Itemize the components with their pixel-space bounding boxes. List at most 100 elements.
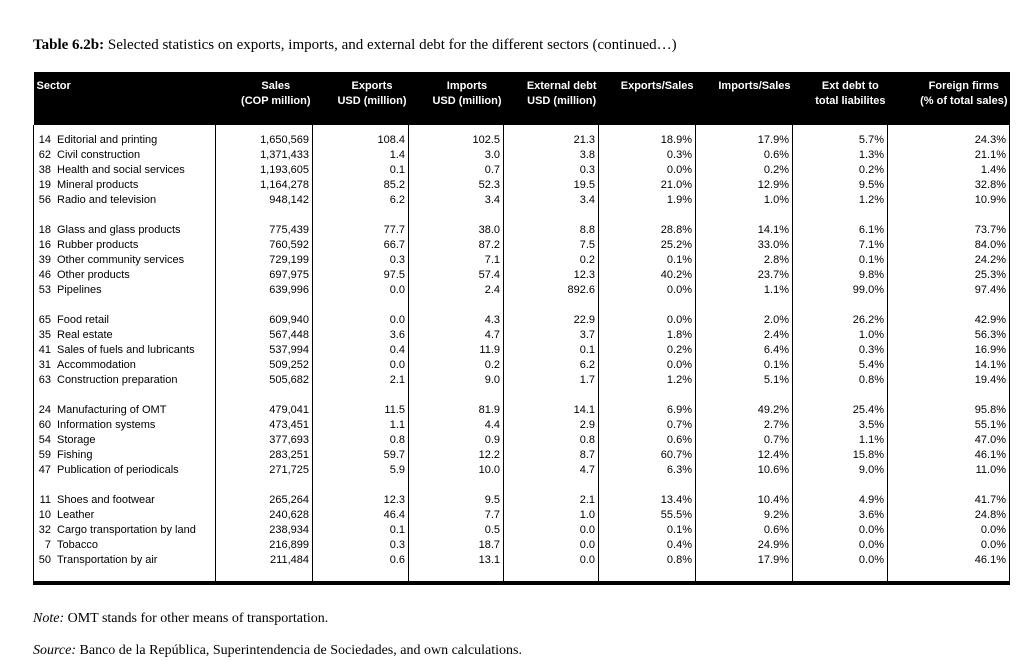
- spacer-cell: [312, 208, 409, 223]
- spacer-cell: [215, 568, 313, 583]
- spacer-cell: [408, 388, 504, 403]
- col-header-sublabel: USD (million): [527, 95, 597, 107]
- table-row: 53 Pipelines 639,996 0.0 2.4 892.6 0.0% 1.1% 99.…: [33, 283, 1010, 298]
- sector-code: 11: [39, 494, 51, 506]
- sector-name: Manufacturing of OMT: [57, 404, 167, 416]
- sector-code: 18: [38, 224, 51, 236]
- spacer-cell: [312, 125, 409, 133]
- sector-name: Food retail: [57, 314, 109, 326]
- cell-imports-sales: 0.6%: [695, 523, 793, 538]
- spacer-cell: [33, 298, 216, 313]
- cell-exports-sales: 18.9%: [598, 133, 696, 148]
- cell-exports: 85.2: [312, 178, 409, 193]
- cell-ext-debt-ratio: 0.0%: [792, 523, 888, 538]
- spacer-cell: [695, 478, 793, 493]
- sector-cell: 38 Health and social services: [33, 163, 216, 178]
- sector-code: 56: [38, 194, 51, 206]
- cell-imports-sales: 0.2%: [695, 163, 793, 178]
- cell-imports-sales: 2.7%: [695, 418, 793, 433]
- cell-imports: 0.9: [408, 433, 504, 448]
- cell-imports-sales: 10.6%: [695, 463, 793, 478]
- sector-cell: 31 Accommodation: [33, 358, 216, 373]
- cell-foreign-firms: 1.4%: [887, 163, 1010, 178]
- cell-external-debt: 3.7: [503, 328, 599, 343]
- spacer-cell: [33, 568, 216, 583]
- cell-imports: 4.4: [408, 418, 504, 433]
- table-row: 18 Glass and glass products 775,439 77.7 38.…: [33, 223, 1010, 238]
- cell-exports-sales: 13.4%: [598, 493, 696, 508]
- cell-external-debt: 14.1: [503, 403, 599, 418]
- sector-code: 53: [38, 284, 51, 296]
- spacer-cell: [408, 478, 504, 493]
- cell-foreign-firms: 11.0%: [887, 463, 1010, 478]
- cell-imports: 0.2: [408, 358, 504, 373]
- cell-imports: 0.5: [408, 523, 504, 538]
- table-row: 56 Radio and television 948,142 6.2 3.4 3.4 1.…: [33, 193, 1010, 208]
- cell-external-debt: 4.7: [503, 463, 599, 478]
- spacer-cell: [887, 478, 1010, 493]
- spacer-cell: [887, 388, 1010, 403]
- cell-foreign-firms: 25.3%: [887, 268, 1010, 283]
- col-header-ext-debt-ratio: Ext debt to total liabilites: [792, 72, 888, 125]
- col-header-sublabel: (COP million): [241, 95, 311, 107]
- cell-imports-sales: 0.1%: [695, 358, 793, 373]
- cell-sales: 537,994: [215, 343, 313, 358]
- table-title-text: Selected statistics on exports, imports,…: [107, 37, 677, 53]
- col-header-sublabel: USD (million): [337, 95, 407, 107]
- cell-imports-sales: 23.7%: [695, 268, 793, 283]
- cell-sales: 760,592: [215, 238, 313, 253]
- cell-foreign-firms: 84.0%: [887, 238, 1010, 253]
- sector-name: Shoes and footwear: [57, 494, 155, 506]
- sector-cell: 35 Real estate: [33, 328, 216, 343]
- sector-code: 65: [38, 314, 51, 326]
- cell-ext-debt-ratio: 99.0%: [792, 283, 888, 298]
- col-header-label: Ext debt to: [821, 80, 879, 92]
- sector-code: 32: [38, 524, 51, 536]
- spacer-cell: [887, 208, 1010, 223]
- table-row: 54 Storage 377,693 0.8 0.9 0.8 0.6% 0.7% 1.1% 47.…: [33, 433, 1010, 448]
- cell-exports-sales: 55.5%: [598, 508, 696, 523]
- cell-exports: 108.4: [312, 133, 409, 148]
- table-row: 10 Leather 240,628 46.4 7.7 1.0 55.5% 9.2% 3.6% 2…: [33, 508, 1010, 523]
- cell-exports-sales: 0.1%: [598, 253, 696, 268]
- spacer-cell: [598, 478, 696, 493]
- cell-exports-sales: 6.3%: [598, 463, 696, 478]
- cell-imports-sales: 0.6%: [695, 148, 793, 163]
- cell-external-debt: 3.8: [503, 148, 599, 163]
- cell-exports-sales: 6.9%: [598, 403, 696, 418]
- spacer-row: [33, 388, 1010, 403]
- cell-external-debt: 21.3: [503, 133, 599, 148]
- cell-external-debt: 0.8: [503, 433, 599, 448]
- cell-sales: 505,682: [215, 373, 313, 388]
- cell-imports: 3.0: [408, 148, 504, 163]
- cell-ext-debt-ratio: 5.4%: [792, 358, 888, 373]
- sector-name: Real estate: [57, 329, 113, 341]
- cell-sales: 1,371,433: [215, 148, 313, 163]
- sector-name: Transportation by air: [57, 554, 158, 566]
- cell-exports-sales: 0.0%: [598, 313, 696, 328]
- sector-code: 10: [38, 509, 51, 521]
- sector-cell: 39 Other community services: [33, 253, 216, 268]
- cell-imports: 38.0: [408, 223, 504, 238]
- table-row: 62 Civil construction 1,371,433 1.4 3.0 3.8 0.…: [33, 148, 1010, 163]
- cell-foreign-firms: 19.4%: [887, 373, 1010, 388]
- cell-external-debt: 0.1: [503, 343, 599, 358]
- cell-foreign-firms: 42.9%: [887, 313, 1010, 328]
- cell-sales: 211,484: [215, 553, 313, 568]
- cell-sales: 377,693: [215, 433, 313, 448]
- sector-code: 47: [38, 464, 51, 476]
- col-header-label: Sales: [261, 80, 291, 92]
- cell-sales: 216,899: [215, 538, 313, 553]
- sector-cell: 50 Transportation by air: [33, 553, 216, 568]
- cell-foreign-firms: 24.3%: [887, 133, 1010, 148]
- cell-foreign-firms: 24.8%: [887, 508, 1010, 523]
- spacer-cell: [503, 568, 599, 583]
- cell-exports: 3.6: [312, 328, 409, 343]
- sector-code: 14: [38, 134, 51, 146]
- col-header-label: Imports: [446, 80, 488, 92]
- spacer-cell: [695, 125, 793, 133]
- cell-imports-sales: 17.9%: [695, 553, 793, 568]
- table-row: 24 Manufacturing of OMT 479,041 11.5 81.9 14.…: [33, 403, 1010, 418]
- cell-exports: 6.2: [312, 193, 409, 208]
